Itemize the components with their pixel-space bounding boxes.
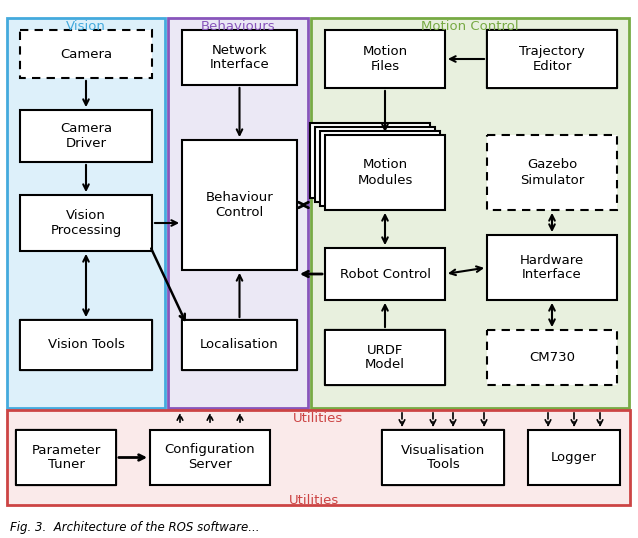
- FancyBboxPatch shape: [320, 131, 440, 206]
- Text: URDF
Model: URDF Model: [365, 343, 405, 372]
- Text: Vision
Processing: Vision Processing: [50, 209, 122, 237]
- FancyBboxPatch shape: [20, 30, 152, 78]
- Text: Gazebo
Simulator: Gazebo Simulator: [520, 159, 584, 187]
- Text: Behaviour
Control: Behaviour Control: [205, 191, 273, 219]
- Text: Fig. 3.  Architecture of the ROS software...: Fig. 3. Architecture of the ROS software…: [10, 520, 260, 534]
- Text: Behaviours: Behaviours: [201, 20, 276, 33]
- FancyBboxPatch shape: [325, 330, 445, 385]
- Text: Motion Control: Motion Control: [421, 20, 519, 33]
- Text: Localisation: Localisation: [200, 338, 279, 351]
- FancyBboxPatch shape: [168, 18, 308, 408]
- FancyBboxPatch shape: [487, 135, 617, 210]
- Text: Parameter
Tuner: Parameter Tuner: [31, 443, 101, 471]
- Text: Hardware
Interface: Hardware Interface: [520, 253, 584, 281]
- FancyBboxPatch shape: [382, 430, 504, 485]
- Text: Vision: Vision: [66, 20, 106, 33]
- Text: Camera
Driver: Camera Driver: [60, 122, 112, 150]
- Text: Motion
Files: Motion Files: [362, 45, 408, 73]
- Text: CM730: CM730: [529, 351, 575, 364]
- FancyBboxPatch shape: [487, 235, 617, 300]
- FancyBboxPatch shape: [310, 123, 430, 198]
- FancyBboxPatch shape: [16, 430, 116, 485]
- FancyBboxPatch shape: [325, 135, 445, 210]
- FancyBboxPatch shape: [20, 195, 152, 251]
- FancyBboxPatch shape: [487, 330, 617, 385]
- FancyBboxPatch shape: [150, 430, 270, 485]
- FancyBboxPatch shape: [182, 320, 297, 370]
- Text: Motion
Modules: Motion Modules: [357, 159, 413, 187]
- FancyBboxPatch shape: [7, 410, 630, 505]
- Text: Camera: Camera: [60, 47, 112, 60]
- Text: Utilities: Utilities: [289, 493, 339, 506]
- Text: Utilities: Utilities: [293, 413, 344, 426]
- FancyBboxPatch shape: [325, 248, 445, 300]
- FancyBboxPatch shape: [311, 18, 629, 408]
- FancyBboxPatch shape: [325, 30, 445, 88]
- FancyBboxPatch shape: [487, 30, 617, 88]
- Text: Network
Interface: Network Interface: [210, 44, 269, 72]
- FancyBboxPatch shape: [20, 320, 152, 370]
- FancyBboxPatch shape: [7, 18, 165, 408]
- FancyBboxPatch shape: [528, 430, 620, 485]
- Text: Visualisation
Tools: Visualisation Tools: [401, 443, 485, 471]
- FancyBboxPatch shape: [315, 127, 435, 202]
- Text: Logger: Logger: [551, 451, 597, 464]
- Text: Trajectory
Editor: Trajectory Editor: [519, 45, 585, 73]
- FancyBboxPatch shape: [182, 30, 297, 85]
- Text: Configuration
Server: Configuration Server: [165, 443, 255, 471]
- Text: Robot Control: Robot Control: [339, 267, 431, 280]
- FancyBboxPatch shape: [182, 140, 297, 270]
- FancyBboxPatch shape: [20, 110, 152, 162]
- Text: Vision Tools: Vision Tools: [48, 338, 124, 351]
